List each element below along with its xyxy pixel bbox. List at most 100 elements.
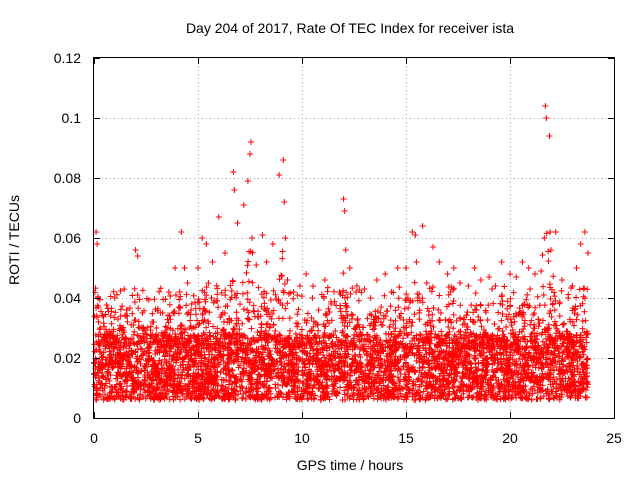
data-point <box>228 288 235 295</box>
data-point <box>332 348 339 355</box>
data-point <box>129 292 136 299</box>
data-point <box>244 335 251 342</box>
data-point <box>547 247 554 254</box>
data-point <box>429 284 436 291</box>
data-point <box>395 304 402 311</box>
data-point <box>400 335 407 342</box>
data-point <box>453 317 460 324</box>
data-point <box>424 305 431 312</box>
data-point <box>436 317 443 324</box>
data-point <box>378 321 385 328</box>
data-point <box>149 310 156 317</box>
data-point <box>203 324 210 331</box>
data-point <box>573 316 580 323</box>
data-point <box>583 356 590 363</box>
data-point <box>507 295 514 302</box>
data-point <box>286 315 293 322</box>
data-point <box>243 269 250 276</box>
data-point <box>349 285 356 292</box>
data-point <box>472 360 479 367</box>
data-point <box>501 283 508 290</box>
data-point <box>105 369 112 376</box>
data-point <box>237 387 244 394</box>
data-point <box>292 330 299 337</box>
data-point <box>112 384 119 391</box>
data-point <box>224 319 231 326</box>
data-point <box>264 320 271 327</box>
data-point <box>535 316 542 323</box>
data-point <box>323 343 330 350</box>
data-point <box>278 272 285 279</box>
data-point <box>573 294 580 301</box>
data-point <box>576 286 583 293</box>
data-point <box>244 262 251 269</box>
data-point <box>306 360 313 367</box>
data-point <box>294 311 301 318</box>
data-point <box>395 295 402 302</box>
data-point <box>116 386 123 393</box>
data-point <box>584 394 591 401</box>
data-point <box>546 281 553 288</box>
data-point <box>540 375 547 382</box>
data-point <box>136 296 143 303</box>
data-point <box>100 396 107 403</box>
data-point <box>403 324 410 331</box>
data-point <box>581 308 588 315</box>
data-point <box>437 309 444 316</box>
data-point <box>510 313 517 320</box>
data-point <box>157 285 164 292</box>
data-point <box>484 316 491 323</box>
data-point <box>308 314 315 321</box>
data-point <box>114 316 121 323</box>
data-point <box>217 335 224 342</box>
data-point <box>142 364 149 371</box>
data-point <box>326 344 333 351</box>
data-point <box>251 308 258 315</box>
data-point <box>282 305 289 312</box>
data-point <box>139 287 146 294</box>
data-point <box>580 285 587 292</box>
data-point <box>536 320 543 327</box>
data-point <box>295 306 302 313</box>
data-point <box>580 293 587 300</box>
data-point <box>161 353 168 360</box>
data-point <box>508 330 514 337</box>
data-point <box>294 323 301 330</box>
data-point <box>457 302 464 309</box>
data-point <box>278 273 285 279</box>
chart-title: Day 204 of 2017, Rate Of TEC Index for r… <box>186 20 514 36</box>
data-point <box>135 305 142 312</box>
data-point <box>177 322 184 329</box>
data-point <box>237 301 244 308</box>
data-point <box>254 313 261 320</box>
data-point <box>539 251 546 258</box>
data-point <box>400 385 407 392</box>
data-point <box>496 325 503 332</box>
data-point <box>196 320 203 327</box>
data-point <box>261 300 268 307</box>
data-point <box>294 292 301 299</box>
data-point <box>134 291 141 298</box>
data-point <box>177 396 184 403</box>
data-point <box>219 327 226 334</box>
data-point <box>383 308 390 315</box>
data-point <box>279 315 286 322</box>
data-point <box>194 299 201 306</box>
data-points <box>91 103 591 403</box>
data-point <box>435 306 442 313</box>
data-point <box>409 380 416 387</box>
data-point <box>215 304 222 311</box>
data-point <box>322 312 329 319</box>
data-point <box>136 333 143 340</box>
data-point <box>300 380 307 387</box>
data-point <box>239 279 246 286</box>
data-point <box>240 305 247 312</box>
data-point <box>239 384 246 391</box>
data-point <box>556 313 563 320</box>
data-point <box>581 295 588 302</box>
data-point <box>445 323 452 330</box>
data-point <box>527 286 534 293</box>
data-point <box>409 319 416 326</box>
data-point <box>343 332 350 339</box>
data-point <box>164 316 171 323</box>
